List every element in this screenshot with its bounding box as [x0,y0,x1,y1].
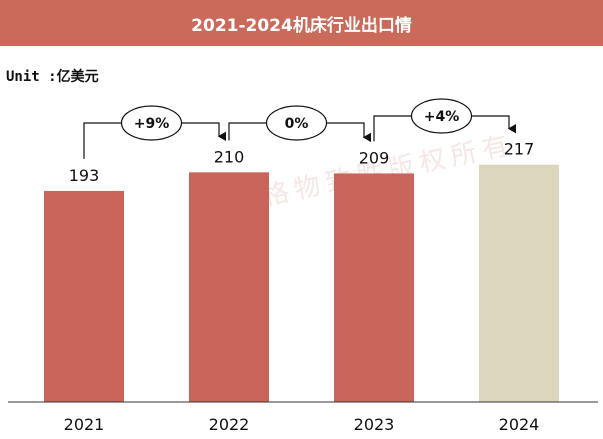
growth-label-2022: +9% [134,116,170,132]
value-label-2024: 217 [504,140,535,159]
bar-2024 [479,165,559,402]
bar-2022 [189,172,269,402]
value-label-2023: 209 [359,148,390,167]
growth-label-2023: 0% [285,116,309,132]
tick-label-2022: 2022 [209,415,250,434]
value-label-2022: 210 [214,147,245,166]
growth-label-2024: +4% [424,109,460,125]
value-label-2021: 193 [69,166,100,185]
tick-label-2024: 2024 [499,415,540,434]
bar-2023 [334,173,414,402]
tick-label-2021: 2021 [64,415,105,434]
bar-2021 [44,191,124,402]
tick-label-2023: 2023 [354,415,395,434]
